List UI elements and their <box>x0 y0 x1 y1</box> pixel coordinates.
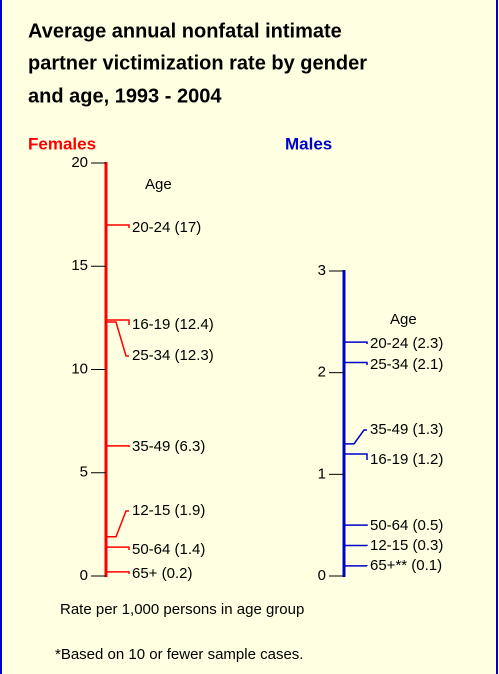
note: *Based on 10 or fewer sample cases. <box>55 646 303 663</box>
y-tick-label: 0 <box>80 567 88 584</box>
y-tick-label: 10 <box>71 360 88 377</box>
value-marker <box>344 453 368 460</box>
value-label: 16-19 (1.2) <box>370 451 443 468</box>
y-tick-label: 15 <box>71 257 88 274</box>
value-marker <box>106 510 129 538</box>
axis-label: Age <box>390 311 417 328</box>
value-marker <box>106 571 130 574</box>
value-marker <box>106 546 130 550</box>
y-tick-label: 1 <box>318 465 326 482</box>
value-marker <box>344 524 368 526</box>
value-label: 65+ (0.2) <box>132 565 192 582</box>
value-marker <box>106 445 130 447</box>
value-label: 65+** (0.1) <box>370 557 442 574</box>
panel-title: Females <box>28 134 96 153</box>
border <box>0 0 2 674</box>
note: Rate per 1,000 persons in age group <box>60 601 304 618</box>
value-label: 20-24 (2.3) <box>370 335 443 352</box>
value-label: 50-64 (1.4) <box>132 541 205 558</box>
y-tick-label: 3 <box>318 262 326 279</box>
value-label: 12-15 (0.3) <box>370 537 443 554</box>
value-label: 12-15 (1.9) <box>132 502 205 519</box>
value-label: 35-49 (6.3) <box>132 438 205 455</box>
value-marker <box>344 361 368 365</box>
value-marker <box>344 341 368 344</box>
panel-title: Males <box>285 134 332 153</box>
value-marker <box>106 321 129 357</box>
value-label: 16-19 (12.4) <box>132 316 214 333</box>
value-label: 50-64 (0.5) <box>370 517 443 534</box>
value-marker <box>344 429 367 445</box>
value-label: 20-24 (17) <box>132 219 201 236</box>
value-label: 25-34 (2.1) <box>370 356 443 373</box>
y-tick-label: 2 <box>318 364 326 381</box>
y-tick-label: 20 <box>71 154 88 171</box>
value-marker <box>106 319 130 325</box>
chart-title: partner victimization rate by gender <box>28 52 367 74</box>
value-marker <box>106 224 130 228</box>
y-tick-label: 0 <box>318 567 326 584</box>
chart-title: and age, 1993 - 2004 <box>28 85 222 107</box>
y-tick-label: 5 <box>80 464 88 481</box>
value-label: 25-34 (12.3) <box>132 347 214 364</box>
value-label: 35-49 (1.3) <box>370 421 443 438</box>
axis-label: Age <box>145 176 172 193</box>
chart-title: Average annual nonfatal intimate <box>28 20 342 42</box>
border <box>496 0 498 674</box>
value-marker <box>344 544 368 547</box>
